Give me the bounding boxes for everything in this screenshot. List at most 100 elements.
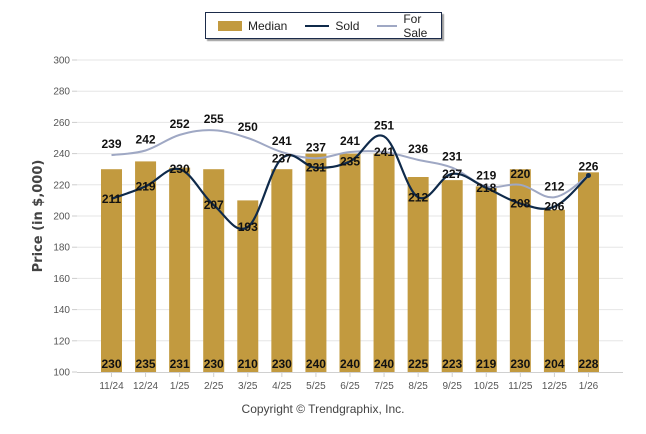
sold-point-label: 231	[306, 161, 326, 175]
legend-label-median: Median	[248, 18, 288, 33]
median-bar-label: 223	[442, 357, 462, 371]
copyright-text: Copyright © Trendgraphix, Inc.	[241, 402, 405, 416]
for-sale-point-label: 241	[374, 145, 394, 159]
for-sale-point-label: 252	[170, 117, 190, 131]
median-bar-label: 230	[272, 357, 292, 371]
median-bar-label: 240	[306, 357, 326, 371]
median-bar-label: 230	[101, 357, 121, 371]
median-bar	[135, 161, 157, 372]
for-sale-point-label: 231	[442, 150, 462, 164]
x-tick-label: 10/25	[474, 381, 499, 392]
median-bar	[509, 169, 531, 372]
median-bar	[271, 169, 293, 372]
x-tick-label: 8/25	[408, 381, 428, 392]
median-bar	[407, 177, 429, 372]
x-tick-label: 9/25	[442, 381, 462, 392]
median-bar-label: 228	[578, 357, 598, 371]
y-tick-label: 220	[53, 180, 70, 191]
line-series	[111, 129, 591, 230]
x-tick-label: 7/25	[374, 381, 394, 392]
for-sale-point-label: 255	[204, 112, 224, 126]
y-tick-label: 140	[53, 305, 70, 316]
data-labels: 230 235 231 230 210 230 240 240 240 225 223 219 230 2…	[101, 112, 598, 371]
median-bar-label: 240	[374, 357, 394, 371]
y-tick-label: 240	[53, 149, 70, 160]
x-tick-label: 11/25	[508, 381, 533, 392]
median-bar-label: 219	[476, 357, 496, 371]
median-bars	[101, 153, 599, 372]
for-sale-point-label: 212	[544, 179, 564, 193]
for-sale-point-label: 237	[306, 140, 326, 154]
sold-point-label: 235	[340, 154, 360, 168]
x-tick-label: 11/24	[99, 381, 124, 392]
sold-swatch-icon	[305, 24, 330, 27]
y-tick-label: 180	[53, 243, 70, 254]
median-swatch-icon	[218, 20, 242, 31]
median-bar	[237, 200, 259, 372]
legend-item-sold[interactable]: Sold	[305, 19, 359, 33]
y-axis-ticks: 100 120 140 160 180 200 220 240 260 280 300	[53, 56, 77, 379]
x-tick-label: 2/25	[204, 381, 224, 392]
for-sale-point-label: 241	[340, 134, 360, 148]
sold-point-label: 207	[204, 198, 224, 212]
median-bar-label: 235	[136, 357, 156, 371]
median-bar	[101, 169, 122, 372]
x-tick-label: 5/25	[306, 381, 326, 392]
median-bar	[169, 167, 191, 372]
median-bar	[203, 169, 225, 372]
legend-item-for-sale[interactable]: For Sale	[377, 12, 441, 40]
sold-point-label: 237	[272, 151, 292, 165]
median-bar	[373, 153, 395, 372]
sold-point-label: 211	[102, 192, 122, 206]
y-tick-label: 200	[53, 212, 70, 223]
median-bar	[339, 153, 361, 372]
y-tick-label: 160	[53, 274, 70, 285]
for-sale-point-label: 220	[510, 167, 530, 181]
x-axis: 11/24 12/24 1/25 2/25 3/25 4/25 5/25 6/25 7/25 8/…	[77, 372, 623, 392]
median-bar	[577, 172, 599, 372]
legend-label-for-sale: For Sale	[403, 11, 428, 40]
median-bar-label: 230	[510, 357, 530, 371]
median-bar-label: 240	[340, 357, 360, 371]
x-tick-label: 12/24	[133, 381, 158, 392]
y-tick-label: 280	[53, 87, 70, 98]
sold-point-label: 212	[408, 190, 428, 204]
median-bar-label: 210	[238, 357, 258, 371]
median-bar	[475, 186, 497, 372]
median-bar-label: 204	[544, 357, 564, 371]
sold-point-label: 251	[374, 118, 394, 132]
median-bar-label: 230	[204, 357, 224, 371]
x-tick-label: 4/25	[272, 381, 292, 392]
x-tick-label: 6/25	[340, 381, 360, 392]
median-bar	[305, 153, 327, 372]
sold-point-label: 219	[136, 179, 156, 193]
sold-point-label: 218	[476, 181, 496, 195]
y-tick-label: 120	[53, 336, 70, 347]
sold-point-label: 193	[238, 220, 258, 234]
sold-end-point	[585, 172, 591, 178]
legend-label-sold: Sold	[335, 18, 360, 33]
for-sale-point-label: 219	[476, 168, 496, 182]
legend: Median Sold For Sale	[205, 12, 442, 40]
for-sale-point-label: 239	[101, 137, 121, 151]
y-tick-label: 300	[53, 56, 70, 67]
for-sale-point-label: 242	[136, 132, 156, 146]
for-sale-swatch-icon	[377, 24, 398, 27]
median-bar	[543, 209, 565, 372]
y-tick-label: 260	[53, 118, 70, 129]
x-tick-label: 12/25	[542, 381, 567, 392]
legend-item-median[interactable]: Median	[218, 19, 287, 33]
median-bar-label: 225	[408, 357, 428, 371]
x-tick-label: 1/26	[579, 381, 599, 392]
for-sale-line	[111, 129, 590, 199]
median-bar-label: 231	[170, 357, 190, 371]
y-axis-label: Price (in $,000)	[31, 160, 46, 273]
median-bar	[441, 180, 463, 372]
sold-line	[111, 134, 590, 230]
for-sale-point-label: 250	[238, 120, 258, 134]
for-sale-point-label: 236	[408, 142, 428, 156]
sold-point-label: 206	[544, 200, 564, 214]
sold-point-label: 208	[510, 197, 530, 211]
x-tick-label: 1/25	[170, 381, 190, 392]
